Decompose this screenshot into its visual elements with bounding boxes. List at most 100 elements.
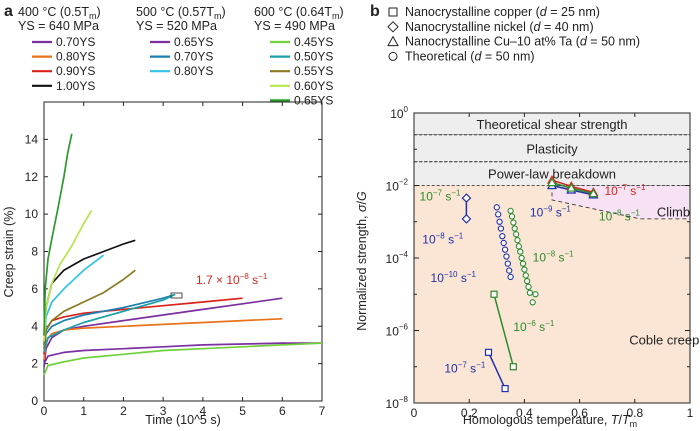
point-triangle [546,177,558,187]
point-square [484,348,493,356]
panel-b-regions: Theoretical shear strength Plasticity Powe… [413,112,699,404]
creep-curve [43,317,283,360]
point-circle [503,253,510,260]
x-tick-label: 2 [120,404,127,418]
y-tick-label: 10 [25,207,39,221]
creep-curve [43,239,136,345]
legend-label: 0.65YS [294,93,333,107]
point-square [509,363,517,371]
legend-group-title: 400 °C (0.5Tm) [18,5,101,21]
y-tick-label: 2 [31,357,38,371]
legend-label: 0.70YS [56,35,95,49]
point-circle [507,207,514,214]
point-circle [504,260,511,267]
panel-b-legend: Nanocrystalline copper (d = 25 nm)Nanocr… [387,5,640,63]
point-circle [510,219,517,226]
legend-label: 0.50YS [294,50,333,64]
panel-b-rate-labels: 10−7 s−1 10−8 s−1 10−10 s−1 10−8 s−1 10−6 s−… [420,183,646,375]
y-tick-label: 0 [31,394,38,408]
legend-label: 1.00YS [56,79,95,93]
creep-curve [43,133,73,336]
rate-label: 10−8 s−1 [422,232,464,247]
data-line [493,294,515,367]
point-circle [514,237,521,244]
y-tick-label: 14 [25,132,39,146]
x-tick-label: 0.8 [626,406,643,420]
legend-marker-square [388,7,398,17]
x-tick-label: 0.6 [571,406,588,420]
point-circle [515,243,523,250]
rate-label: 10−8 s−1 [599,208,641,223]
point-circle [521,266,528,273]
y-tick-label: 6 [31,282,38,296]
rate-label: 10−6 s−1 [513,319,555,334]
x-tick-label: 5 [239,404,246,418]
panel-a-ylabel: Creep strain (%) [2,207,16,298]
creep-curve [43,269,136,349]
point-square [501,384,509,393]
point-circle [495,211,502,218]
rate-label: 10−7 s−1 [420,188,462,203]
legend-group-ys: YS = 640 MPa [18,19,99,33]
y-tick-label: 10−4 [386,250,409,266]
panel-a-curves [43,133,323,376]
panel-b-ticks: 0 0.2 0.4 0.6 0.8 1 10−8 10−6 10−4 10−2 100 [386,105,694,420]
legend-label: 0.80YS [56,50,95,64]
y-tick-label: 8 [31,245,38,259]
legend-group-ys: YS = 490 MPa [254,19,335,33]
point-circle [517,248,524,255]
x-tick-label: 1 [687,406,694,420]
panel-a-axes [43,101,323,402]
point-circle [525,283,532,291]
x-tick-label: 1 [80,404,87,418]
rate-label: 10−9 s−1 [530,204,572,219]
creep-curve [43,254,105,345]
point-circle [518,254,525,262]
x-tick-label: 0 [411,406,418,420]
x-tick-label: 7 [319,404,326,418]
creep-curve [43,342,322,365]
point-circle [499,233,506,240]
coble-creep-label: Coble creep [629,333,699,348]
point-circle [519,260,527,267]
legend-entry: Theoretical (d = 50 nm) [405,49,535,63]
creep-curve [43,293,176,349]
point-circle [497,225,505,232]
point-circle [501,246,509,253]
x-tick-label: 0 [41,404,48,418]
point-circle [507,273,514,281]
legend-label: 0.65YS [174,35,213,49]
point-circle [522,272,529,279]
x-tick-label: 0.2 [461,406,478,420]
panel-b-xlabel: Homologous temperature, T/Tm [463,413,637,429]
y-tick-label: 10−2 [386,178,409,194]
point-circle [508,213,516,220]
plasticity-band-label: Plasticity [526,141,578,156]
creep-curve [43,297,283,368]
power-law-band-label: Power-law breakdown [488,167,616,182]
rate-label: 10−7 s−1 [444,360,486,375]
y-tick-label: 100 [390,105,408,121]
x-tick-label: 6 [279,404,286,418]
creep-curve [43,209,93,342]
legend-group-title: 600 °C (0.64Tm) [254,5,344,21]
legend-group-ys: YS = 520 MPa [136,19,217,33]
panel-b-label: b [370,3,380,20]
point-circle [506,267,513,274]
panel-a-annotation: 1.7 × 10−8 s−1 [170,272,268,299]
point-triangle [566,182,577,192]
rate-label: 10−7 s−1 [604,183,646,198]
plasticity-band [413,134,691,163]
annotation-marker [170,292,183,299]
rate-label: 10−8 s−1 [533,250,575,265]
point-circle [493,204,500,211]
legend-label: 0.55YS [294,64,333,78]
y-tick-label: 4 [31,319,38,333]
legend-marker-diamond [387,21,399,33]
legend-entry: Nanocrystalline copper (d = 25 nm) [405,5,600,19]
panel-a-label: a [4,3,13,20]
point-triangle [588,188,599,198]
panel-a-xlabel: Time (10^5 s) [145,413,221,427]
x-tick-label: 3 [160,404,167,418]
